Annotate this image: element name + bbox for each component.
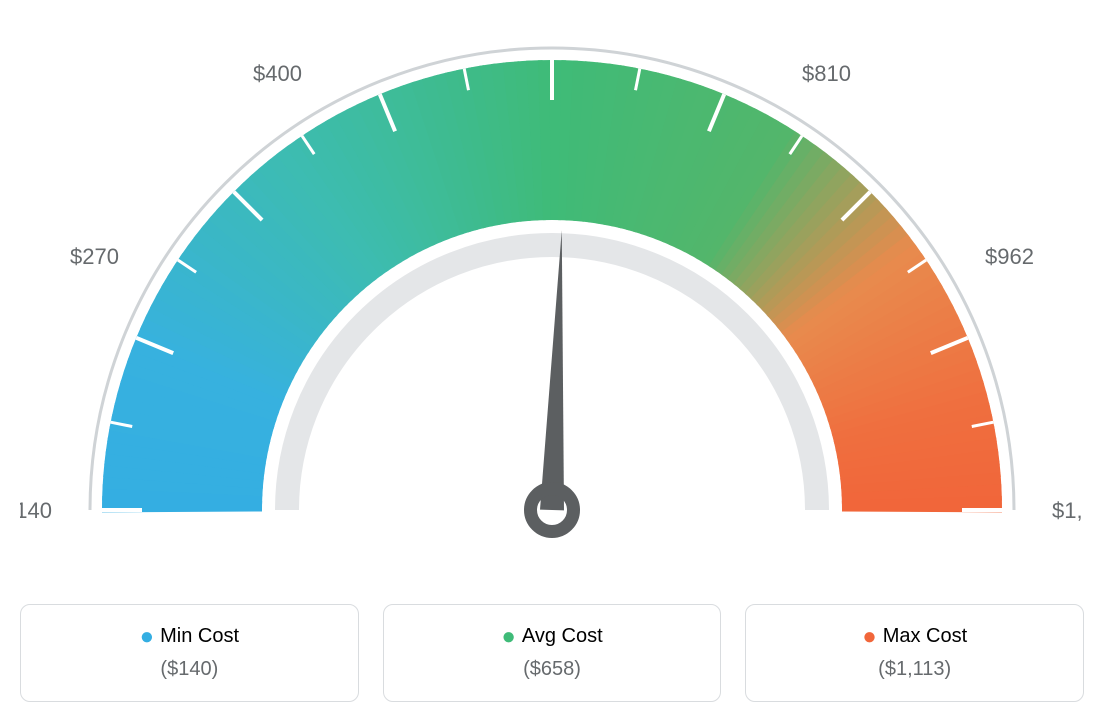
legend-label-max: Max Cost xyxy=(883,625,967,647)
legend-dot-avg: ● xyxy=(501,623,516,650)
legend-card-max: ● Max Cost ($1,113) xyxy=(745,604,1084,702)
legend-card-avg: ● Avg Cost ($658) xyxy=(383,604,722,702)
gauge-chart: $140$270$400$658$810$962$1,113 xyxy=(20,20,1084,580)
svg-text:$1,113: $1,113 xyxy=(1052,498,1084,523)
legend-row: ●Min Cost ($140) ●Avg Cost ($658) ●Max C… xyxy=(20,604,1084,702)
legend-dot-min: ● xyxy=(140,623,155,650)
legend-dot-max: ● xyxy=(862,623,877,650)
svg-text:$400: $400 xyxy=(253,61,302,86)
legend-value-avg: ($658) xyxy=(394,658,711,681)
legend-value-min: ($140) xyxy=(31,658,348,681)
svg-text:$810: $810 xyxy=(802,61,851,86)
legend-value-max: ($1,113) xyxy=(756,658,1073,681)
legend-card-min: ●Min Cost ($140) xyxy=(20,604,359,702)
svg-text:$140: $140 xyxy=(20,498,52,523)
svg-text:$270: $270 xyxy=(70,244,119,269)
svg-text:$962: $962 xyxy=(985,244,1034,269)
legend-label-min: Min Cost xyxy=(160,625,239,647)
legend-label-avg: Avg Cost xyxy=(522,625,603,647)
